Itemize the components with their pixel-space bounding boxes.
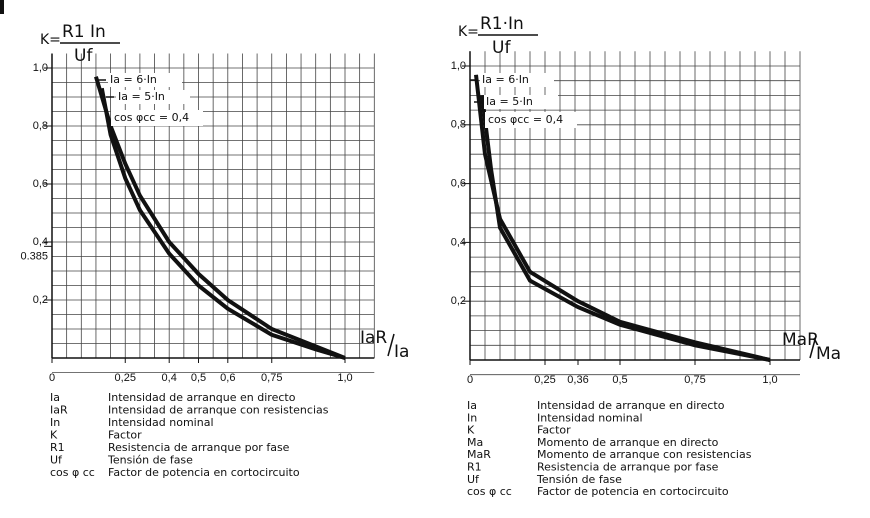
label-bg bbox=[484, 95, 558, 109]
glossary-symbol: K bbox=[50, 429, 58, 442]
glossary-text: Momento de arranque con resistencias bbox=[537, 448, 752, 461]
x-axis-label-num: IaR bbox=[360, 328, 387, 348]
glossary-text: Intensidad de arranque en directo bbox=[537, 399, 725, 412]
glossary-text: Intensidad de arranque con resistencias bbox=[108, 404, 329, 417]
glossary-text: Intensidad nominal bbox=[108, 416, 214, 429]
glossary-symbol: MaR bbox=[467, 448, 491, 461]
x-tick-label: 0,36 bbox=[567, 374, 588, 386]
formula-numerator: R1·In bbox=[480, 14, 524, 34]
glossary-text: Resistencia de arranque por fase bbox=[537, 461, 719, 474]
glossary-symbol: In bbox=[50, 416, 60, 429]
glossary-text: Intensidad nominal bbox=[537, 411, 643, 424]
glossary-symbol: cos φ cc bbox=[467, 485, 512, 498]
series-label: Ia = 5·In bbox=[486, 95, 533, 108]
y-tick-label: 0,2 bbox=[451, 295, 466, 307]
y-tick-label: 0.385 bbox=[20, 250, 48, 262]
y-tick-label: 1,0 bbox=[451, 60, 466, 72]
y-tick-label: 0,4 bbox=[33, 236, 48, 248]
x-tick-label: 0,25 bbox=[534, 374, 555, 386]
glossary-symbol: K bbox=[467, 424, 475, 437]
note-bg bbox=[485, 112, 577, 128]
glossary-text: Tensión de fase bbox=[107, 454, 193, 467]
formula-prefix: K= bbox=[458, 24, 479, 40]
glossary-text: Resistencia de arranque por fase bbox=[108, 441, 290, 454]
glossary-text: Factor bbox=[537, 424, 571, 437]
y-tick-label: 0,6 bbox=[451, 178, 466, 190]
x-tick-label: 0,75 bbox=[684, 374, 705, 386]
corner-mark bbox=[0, 0, 4, 14]
x-tick-label: 1,0 bbox=[762, 374, 777, 386]
glossary-symbol: Uf bbox=[467, 473, 480, 486]
glossary-text: Factor de potencia en cortocircuito bbox=[537, 485, 729, 498]
x-tick-label: 0 bbox=[49, 372, 55, 384]
curve bbox=[94, 76, 346, 360]
x-tick-label: 0,25 bbox=[115, 372, 136, 384]
note: cos φcc = 0,4 bbox=[114, 111, 189, 124]
glossary-symbol: Ia bbox=[50, 391, 60, 404]
x-tick-label: 0,6 bbox=[220, 372, 235, 384]
glossary-symbol: In bbox=[467, 411, 477, 424]
axis-label-slash bbox=[809, 335, 817, 359]
y-tick-label: 0,4 bbox=[451, 236, 466, 248]
curve bbox=[474, 74, 771, 362]
formula-denominator: Uf bbox=[492, 38, 511, 58]
x-tick-label: 1,0 bbox=[337, 372, 352, 384]
series-label: Ia = 5·In bbox=[118, 90, 165, 103]
formula-numerator: R1 In bbox=[62, 22, 106, 42]
y-tick-label: 0,2 bbox=[33, 294, 48, 306]
x-tick-label: 0 bbox=[467, 374, 473, 386]
label-bg bbox=[116, 90, 190, 104]
axis-label-slash bbox=[387, 333, 395, 357]
y-tick-label: 0,8 bbox=[451, 119, 466, 131]
glossary-symbol: Ma bbox=[467, 436, 483, 449]
glossary-text: Factor de potencia en cortocircuito bbox=[108, 466, 300, 479]
x-tick-label: 0,75 bbox=[261, 372, 282, 384]
glossary-symbol: IaR bbox=[50, 404, 68, 417]
formula-prefix: K= bbox=[40, 32, 61, 48]
glossary-symbol: R1 bbox=[467, 461, 482, 474]
x-axis-label-den: Ia bbox=[394, 342, 409, 362]
glossary-symbol: cos φ cc bbox=[50, 466, 95, 479]
glossary-symbol: R1 bbox=[50, 441, 65, 454]
x-axis-label-den: Ma bbox=[816, 344, 841, 364]
glossary-text: Intensidad de arranque en directo bbox=[108, 391, 296, 404]
curve bbox=[99, 87, 346, 360]
glossary-text: Factor bbox=[108, 429, 142, 442]
glossary-text: Momento de arranque en directo bbox=[537, 436, 719, 449]
x-tick-label: 0,5 bbox=[191, 372, 206, 384]
note-bg bbox=[111, 110, 203, 126]
glossary-text: Tensión de fase bbox=[536, 473, 622, 486]
x-tick-label: 0,5 bbox=[612, 374, 627, 386]
y-tick-label: 0,8 bbox=[33, 120, 48, 132]
x-axis-label-num: MaR bbox=[782, 330, 819, 350]
label-bg bbox=[480, 73, 554, 87]
y-tick-label: 0,6 bbox=[33, 178, 48, 190]
curve bbox=[480, 95, 771, 362]
y-tick-label: 1,0 bbox=[33, 62, 48, 74]
label-bg bbox=[108, 73, 182, 87]
note: cos φcc = 0,4 bbox=[488, 113, 563, 126]
glossary-symbol: Ia bbox=[467, 399, 477, 412]
series-label: Ia = 6·In bbox=[482, 73, 529, 86]
series-label: Ia = 6·In bbox=[110, 73, 157, 86]
glossary-symbol: Uf bbox=[50, 454, 63, 467]
x-tick-label: 0,4 bbox=[162, 372, 177, 384]
formula-denominator: Uf bbox=[74, 46, 93, 66]
